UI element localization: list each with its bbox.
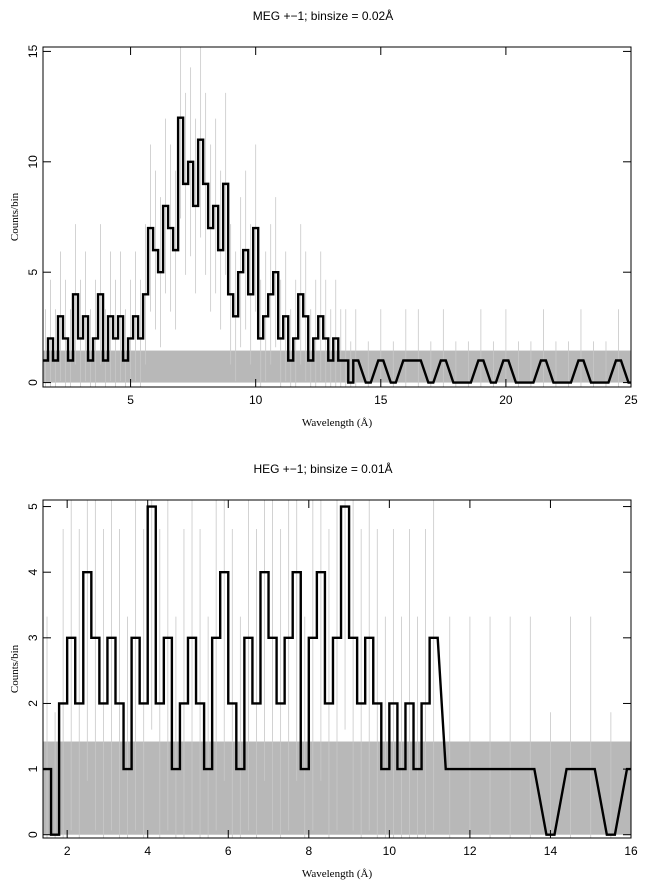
meg-x-tick-label: 20 (499, 393, 513, 407)
heg-error-bars (46, 500, 632, 838)
heg-x-tick-label: 6 (225, 844, 232, 858)
meg-ticks: 5 10 15 20 25 0 5 10 15 (26, 44, 638, 407)
heg-title: HEG +−1; binsize = 0.01Å (253, 461, 392, 476)
heg-y-tick-label: 3 (26, 634, 40, 641)
heg-x-tick-label: 8 (305, 844, 312, 858)
heg-x-tick-label: 12 (463, 844, 477, 858)
meg-y-tick-label: 5 (26, 269, 40, 276)
heg-y-tick-label: 1 (26, 765, 40, 772)
meg-title: MEG +−1; binsize = 0.02Å (253, 8, 393, 23)
heg-x-tick-label: 10 (383, 844, 397, 858)
heg-y-tick-label: 4 (26, 569, 40, 576)
heg-x-tick-label: 14 (544, 844, 558, 858)
meg-axes-frame (42, 46, 632, 388)
meg-y-tick-label: 0 (26, 379, 40, 386)
meg-y-tick-label: 10 (26, 155, 40, 169)
meg-data-line (43, 116, 631, 384)
meg-x-tick-label: 25 (624, 393, 638, 407)
heg-data-line (43, 505, 631, 836)
meg-xlabel: Wavelength (Å) (302, 417, 373, 429)
heg-y-tick-label: 2 (26, 700, 40, 707)
meg-x-tick-label: 10 (249, 393, 263, 407)
heg-xlabel: Wavelength (Å) (302, 868, 373, 880)
heg-x-tick-label: 4 (144, 844, 151, 858)
heg-y-tick-label: 5 (26, 503, 40, 510)
meg-ylabel: Counts/bin (9, 192, 21, 241)
meg-y-tick-label: 15 (26, 44, 40, 58)
heg-y-tick-label: 0 (26, 831, 40, 838)
meg-x-tick-label: 5 (127, 393, 134, 407)
meg-panel: MEG +−1; binsize = 0.02Å 5 10 15 20 25 0 5 10 15… (9, 8, 638, 429)
heg-x-tick-label: 16 (624, 844, 638, 858)
meg-model-band (43, 350, 631, 383)
heg-panel: HEG +−1; binsize = 0.01Å 2 4 6 8 10 12 14 16012… (9, 461, 638, 880)
heg-axes-frame (42, 499, 632, 839)
meg-x-tick-label: 15 (374, 393, 388, 407)
heg-x-tick-label: 2 (64, 844, 71, 858)
heg-ylabel: Counts/bin (9, 644, 21, 693)
